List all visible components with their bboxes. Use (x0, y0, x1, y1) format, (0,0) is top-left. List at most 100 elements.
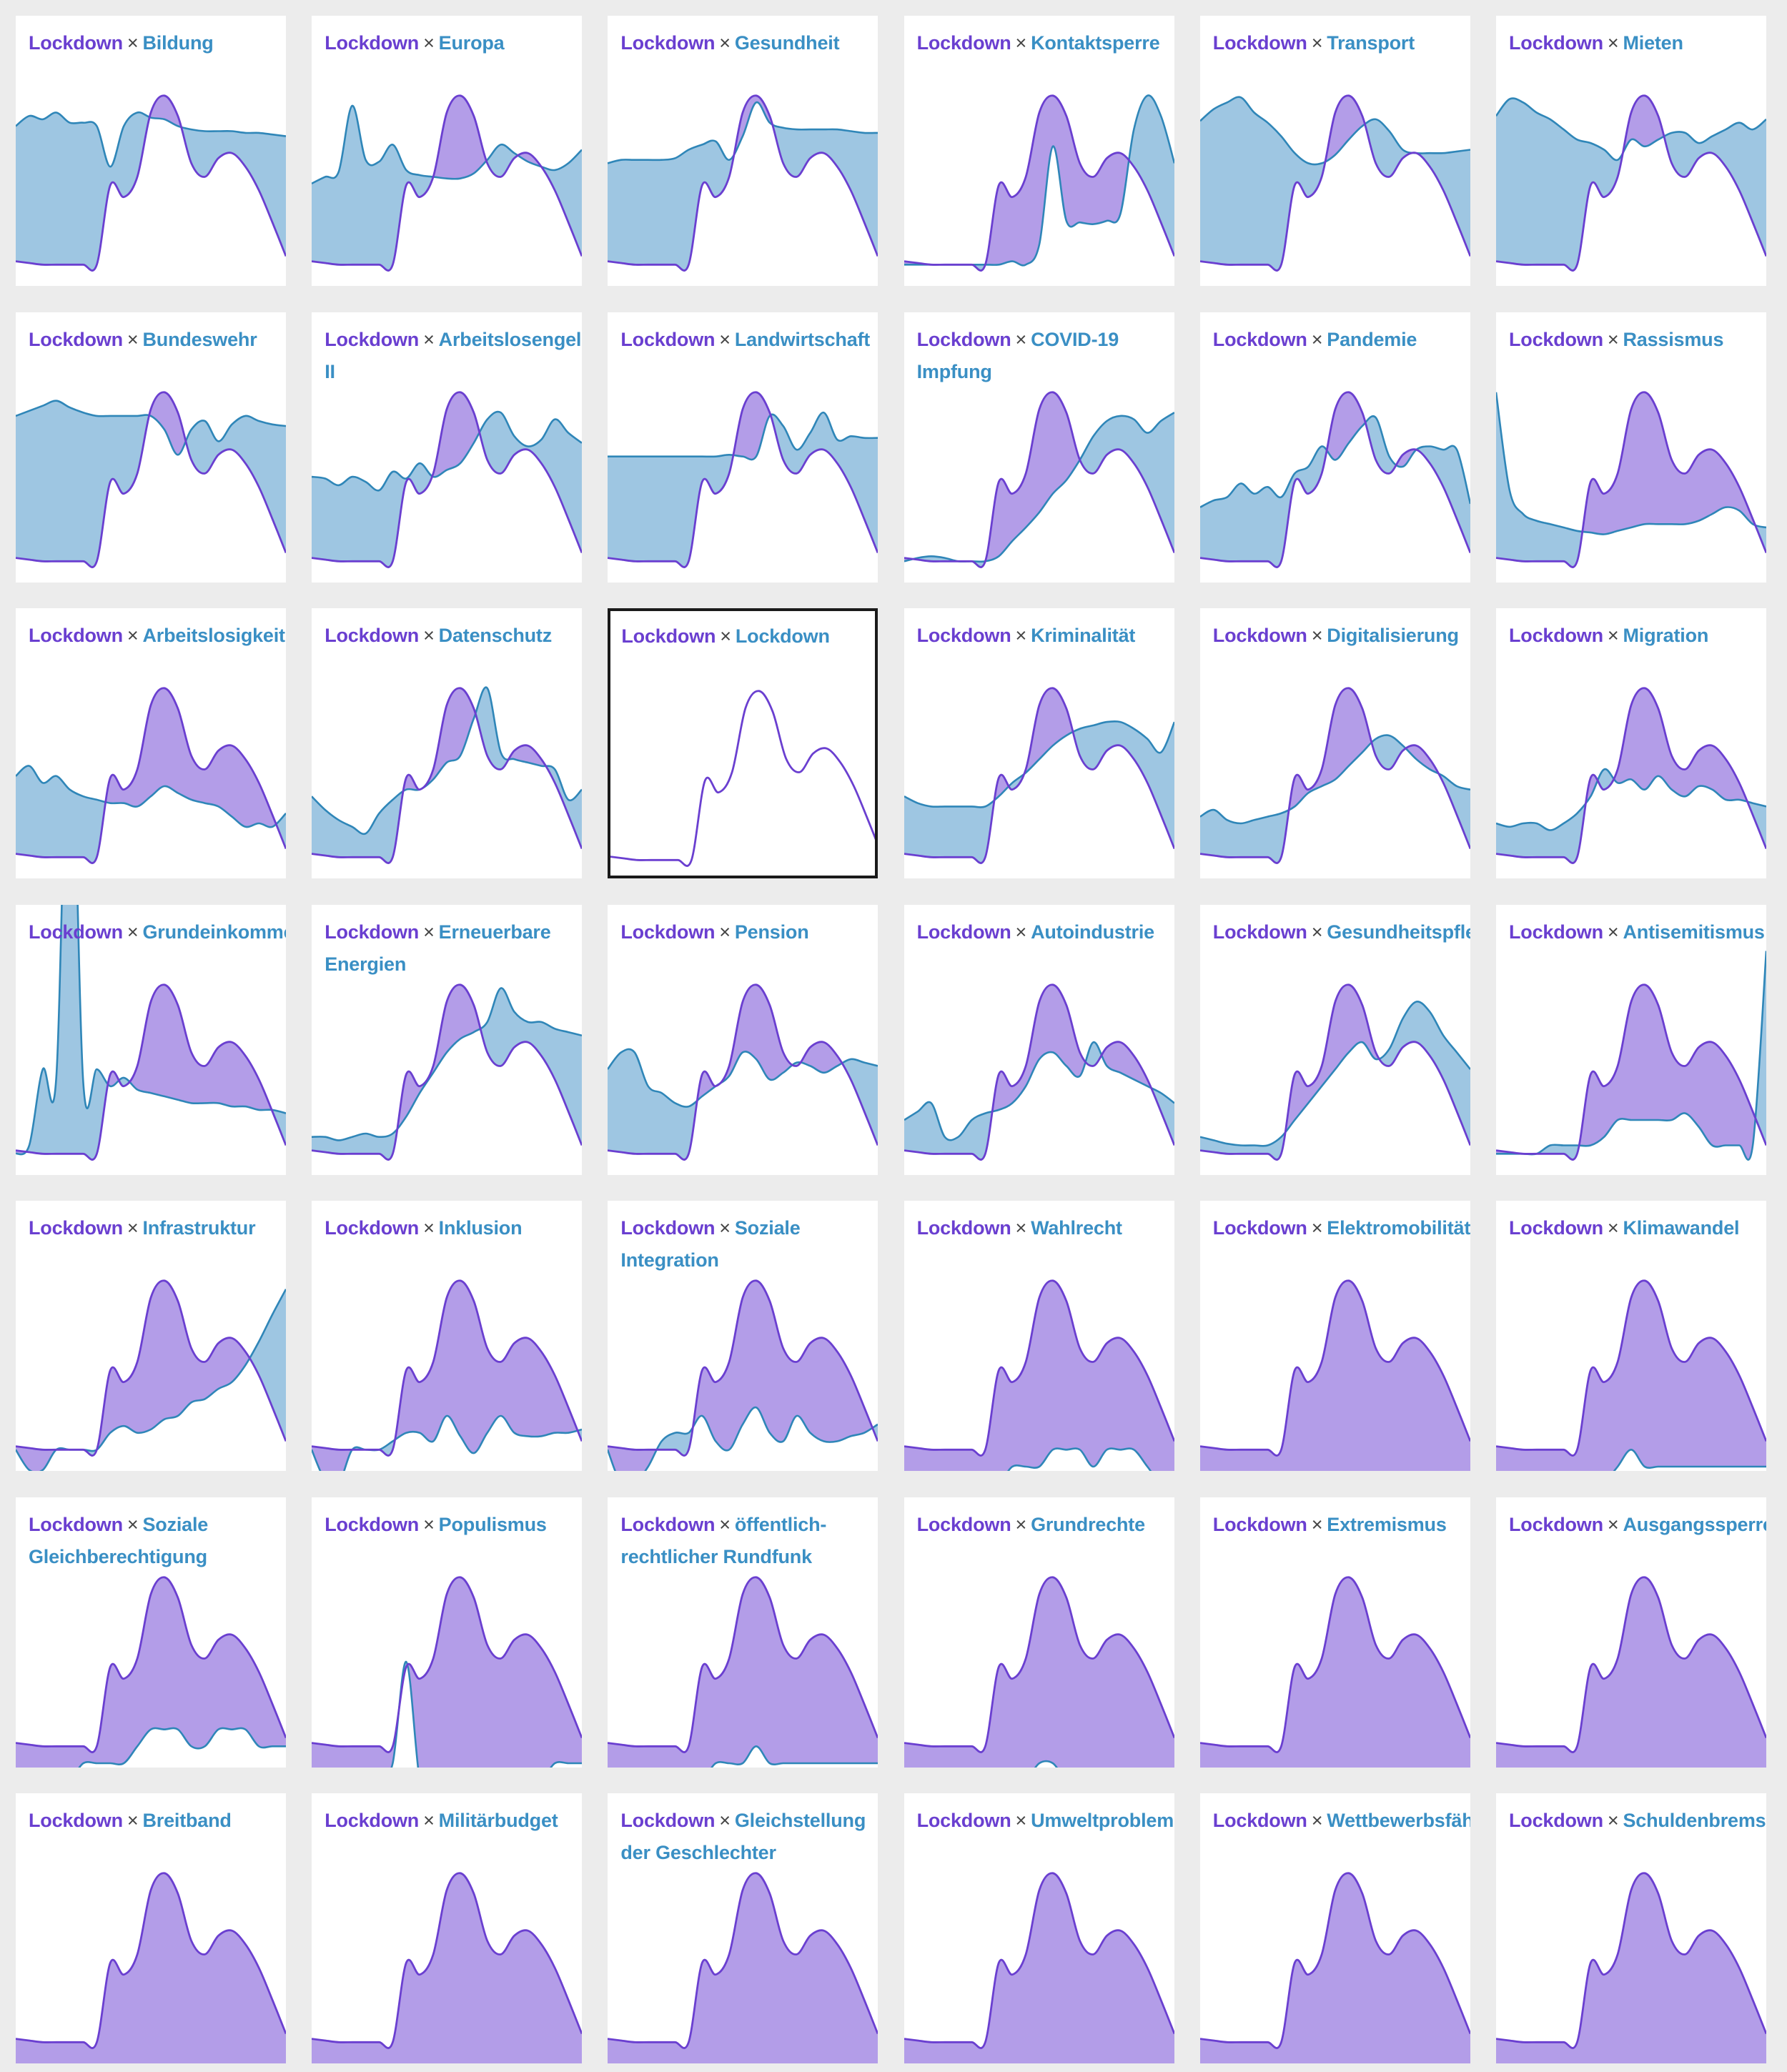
tile-label: Lockdown × Lockdown (621, 620, 865, 653)
times-separator: × (423, 328, 435, 350)
chart-tile[interactable]: Lockdown × öffentlich-rechtlicher Rundfunk (608, 1497, 878, 1768)
area-chart (1496, 687, 1766, 864)
tile-label: Lockdown × Pension (620, 916, 868, 948)
base-term: Lockdown (1212, 328, 1307, 350)
chart-tile[interactable]: Lockdown × Gesundheit (608, 16, 878, 286)
area-chart (312, 1279, 583, 1471)
area-chart (1199, 1279, 1470, 1471)
chart-tile[interactable]: Lockdown × Autoindustrie (904, 904, 1174, 1175)
chart-tile[interactable]: Lockdown × Rassismus (1496, 312, 1766, 583)
tile-label: Lockdown × Digitalisierung (1213, 620, 1460, 652)
chart-tile[interactable]: Lockdown × Schuldenbremse (1496, 1793, 1766, 2063)
chart-tile[interactable]: Lockdown × Ausgangssperre (1496, 1497, 1766, 1768)
base-term: Lockdown (916, 625, 1011, 646)
series-line-Lockdown (1496, 1279, 1766, 1457)
area-chart (608, 390, 878, 568)
series-line-Soziale Gleichberechtigung (78, 1727, 286, 1768)
tile-label: Lockdown × Antisemitismus (1509, 916, 1765, 948)
series-line-Datenschutz (312, 686, 583, 836)
chart-tile[interactable]: Lockdown × Grundrechte (904, 1497, 1174, 1768)
area-chart (1496, 1575, 1766, 1768)
chart-tile[interactable]: Lockdown × Arbeitslosengeld II (312, 312, 583, 583)
compare-term: Arbeitslosigkeit (142, 625, 285, 646)
series-line-Lockdown (1199, 390, 1470, 568)
times-separator: × (1311, 625, 1323, 646)
series-line-Lockdown (1496, 390, 1766, 568)
compare-term: Antisemitismus (1623, 921, 1765, 943)
series-line-Bildung (16, 111, 286, 168)
times-separator: × (1311, 328, 1323, 350)
area-chart (1199, 983, 1470, 1161)
compare-term: Pandemie (1327, 328, 1417, 350)
chart-tile[interactable]: Lockdown × Migration (1496, 608, 1766, 878)
chart-tile[interactable]: Lockdown × Extremismus (1199, 1497, 1470, 1768)
base-term: Lockdown (1212, 32, 1307, 54)
times-separator: × (1015, 1810, 1027, 1831)
chart-tile[interactable]: Lockdown × COVID-19 Impfung (904, 312, 1174, 583)
times-separator: × (1607, 1513, 1619, 1535)
base-term: Lockdown (916, 1810, 1011, 1831)
chart-tile[interactable]: Lockdown × Erneuerbare Energien (312, 904, 583, 1175)
chart-tile[interactable]: Lockdown × Kontaktsperre (904, 16, 1174, 286)
base-dominant-area (312, 984, 583, 1140)
series-line-Lockdown (608, 390, 878, 568)
area-chart (1496, 1279, 1766, 1471)
base-dominant-area (16, 1280, 286, 1471)
tile-label: Lockdown × Klimawandel (1509, 1212, 1756, 1244)
compare-term: Lockdown (735, 625, 830, 647)
series-line-Rassismus (1496, 392, 1766, 535)
chart-tile[interactable]: Lockdown × Populismus (312, 1497, 583, 1768)
tile-label: Lockdown × Ausgangssperre (1509, 1509, 1766, 1541)
series-line-Lockdown (904, 983, 1174, 1161)
chart-tile[interactable]: Lockdown × Gleichstellung der Geschlechter (608, 1793, 878, 2063)
chart-tile[interactable]: Lockdown × Wahlrecht (904, 1201, 1174, 1471)
chart-tile[interactable]: Lockdown × Kriminalität (904, 608, 1174, 878)
series-line-Inklusion (312, 1414, 583, 1471)
chart-tile[interactable]: Lockdown × Breitband (16, 1793, 286, 2063)
tile-label: Lockdown × Populismus (325, 1509, 572, 1541)
chart-tile[interactable]: Lockdown × Landwirtschaft (608, 312, 878, 583)
chart-tile[interactable]: Lockdown × Infrastruktur (16, 1201, 286, 1471)
chart-tile[interactable]: Lockdown × Militärbudget (312, 1793, 583, 2063)
series-line-Lockdown (904, 1279, 1174, 1457)
tile-label: Lockdown × Schuldenbremse (1509, 1805, 1766, 1837)
tile-label: Lockdown×Wettbewerbsfähigkeit (1213, 1805, 1470, 1837)
chart-tile[interactable]: Lockdown × Elektromobilität (1199, 1201, 1470, 1471)
chart-tile[interactable]: Lockdown × Soziale Integration (608, 1201, 878, 1471)
series-line-Lockdown (1199, 1279, 1470, 1457)
chart-tile[interactable]: Lockdown × Mieten (1496, 16, 1766, 286)
chart-tile[interactable]: Lockdown × Datenschutz (312, 608, 583, 878)
chart-tile[interactable]: Lockdown × Pandemie (1199, 312, 1470, 583)
chart-tile[interactable]: Lockdown × Inklusion (312, 1201, 583, 1471)
base-term: Lockdown (325, 328, 420, 350)
chart-tile[interactable]: Lockdown×Gesundheitspflege (1199, 904, 1470, 1175)
series-line-Lockdown (1199, 1872, 1470, 2049)
base-term: Lockdown (620, 921, 716, 943)
area-chart (904, 687, 1174, 864)
chart-tile[interactable]: Lockdown×Grundeinkommen (16, 904, 286, 1175)
tile-label: Lockdown × Soziale Gleichberechtigung (29, 1509, 276, 1573)
compare-term: Populismus (438, 1513, 547, 1535)
chart-tile[interactable]: Lockdown×Wettbewerbsfähigkeit (1199, 1793, 1470, 2063)
area-chart (16, 390, 286, 568)
series-line-Grundeinkommen (16, 904, 286, 1155)
times-separator: × (127, 625, 139, 646)
chart-tile[interactable]: Lockdown × Antisemitismus (1496, 904, 1766, 1175)
times-separator: × (720, 625, 731, 647)
chart-tile[interactable]: Lockdown × Bildung (16, 16, 286, 286)
chart-tile[interactable]: Lockdown × Europa (312, 16, 583, 286)
chart-tile[interactable]: Lockdown × Arbeitslosigkeit (16, 608, 286, 878)
chart-tile[interactable]: Lockdown × Digitalisierung (1199, 608, 1470, 878)
chart-tile[interactable]: Lockdown × Bundeswehr (16, 312, 286, 583)
chart-tile[interactable]: Lockdown × Pension (608, 904, 878, 1175)
chart-tile[interactable]: Lockdown × Klimawandel (1496, 1201, 1766, 1471)
area-chart (16, 904, 286, 1161)
chart-tile[interactable]: Lockdown × Lockdown (608, 608, 878, 878)
chart-tile[interactable]: Lockdown × Soziale Gleichberechtigung (16, 1497, 286, 1768)
chart-tile[interactable]: Lockdown × Umweltprobleme (904, 1793, 1174, 2063)
chart-tile[interactable]: Lockdown × Transport (1199, 16, 1470, 286)
base-term: Lockdown (916, 1217, 1011, 1239)
series-line-Lockdown (1496, 1575, 1766, 1753)
times-separator: × (423, 1513, 435, 1535)
times-separator: × (1311, 1810, 1323, 1831)
